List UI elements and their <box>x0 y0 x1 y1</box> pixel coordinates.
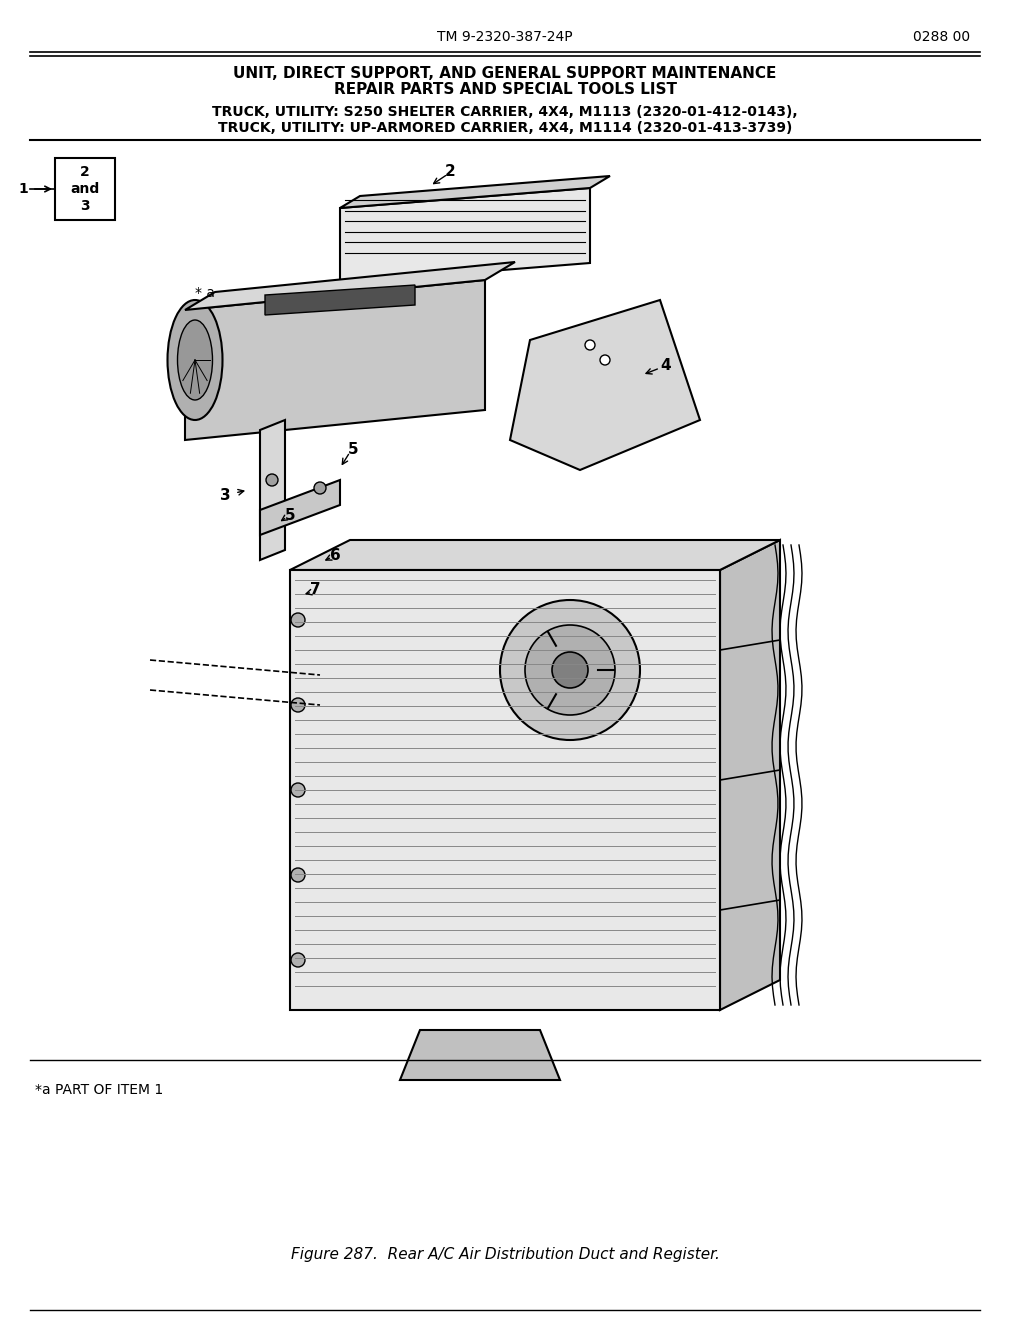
Circle shape <box>266 475 278 486</box>
Circle shape <box>291 783 305 797</box>
Text: TRUCK, UTILITY: UP-ARMORED CARRIER, 4X4, M1114 (2320-01-413-3739): TRUCK, UTILITY: UP-ARMORED CARRIER, 4X4,… <box>218 122 792 135</box>
Text: 3: 3 <box>220 488 230 502</box>
Polygon shape <box>185 262 515 309</box>
Circle shape <box>291 613 305 627</box>
Circle shape <box>525 625 615 715</box>
Polygon shape <box>400 1030 560 1080</box>
Text: 2
and
3: 2 and 3 <box>71 165 100 213</box>
Circle shape <box>291 869 305 882</box>
Polygon shape <box>340 176 610 208</box>
Text: 2: 2 <box>444 164 456 180</box>
Polygon shape <box>510 300 700 471</box>
Polygon shape <box>340 188 590 283</box>
Text: REPAIR PARTS AND SPECIAL TOOLS LIST: REPAIR PARTS AND SPECIAL TOOLS LIST <box>333 82 677 98</box>
Circle shape <box>600 356 610 365</box>
Polygon shape <box>720 539 780 1010</box>
Circle shape <box>500 600 640 740</box>
Text: 7: 7 <box>310 583 320 598</box>
Bar <box>55 159 115 219</box>
Text: 5: 5 <box>285 508 296 522</box>
Bar <box>290 570 720 1010</box>
Polygon shape <box>260 480 340 535</box>
Text: TRUCK, UTILITY: S250 SHELTER CARRIER, 4X4, M1113 (2320-01-412-0143),: TRUCK, UTILITY: S250 SHELTER CARRIER, 4X… <box>212 104 798 119</box>
Text: Figure 287.  Rear A/C Air Distribution Duct and Register.: Figure 287. Rear A/C Air Distribution Du… <box>291 1248 719 1263</box>
Text: 0288 00: 0288 00 <box>913 30 970 44</box>
Circle shape <box>314 483 326 494</box>
Ellipse shape <box>168 300 222 420</box>
Text: *a PART OF ITEM 1: *a PART OF ITEM 1 <box>35 1083 164 1097</box>
Polygon shape <box>265 286 415 315</box>
Text: 6: 6 <box>330 547 340 562</box>
Polygon shape <box>260 420 285 561</box>
Polygon shape <box>185 280 485 440</box>
Ellipse shape <box>178 320 212 401</box>
Text: 5: 5 <box>348 443 359 457</box>
Text: 4: 4 <box>660 357 671 373</box>
Text: UNIT, DIRECT SUPPORT, AND GENERAL SUPPORT MAINTENANCE: UNIT, DIRECT SUPPORT, AND GENERAL SUPPOR… <box>233 66 777 82</box>
Text: 1: 1 <box>18 182 28 196</box>
Circle shape <box>291 698 305 713</box>
Circle shape <box>552 652 588 687</box>
Circle shape <box>291 953 305 966</box>
Text: * a: * a <box>195 286 215 300</box>
Text: TM 9-2320-387-24P: TM 9-2320-387-24P <box>437 30 573 44</box>
Circle shape <box>585 340 595 350</box>
Polygon shape <box>290 539 780 570</box>
